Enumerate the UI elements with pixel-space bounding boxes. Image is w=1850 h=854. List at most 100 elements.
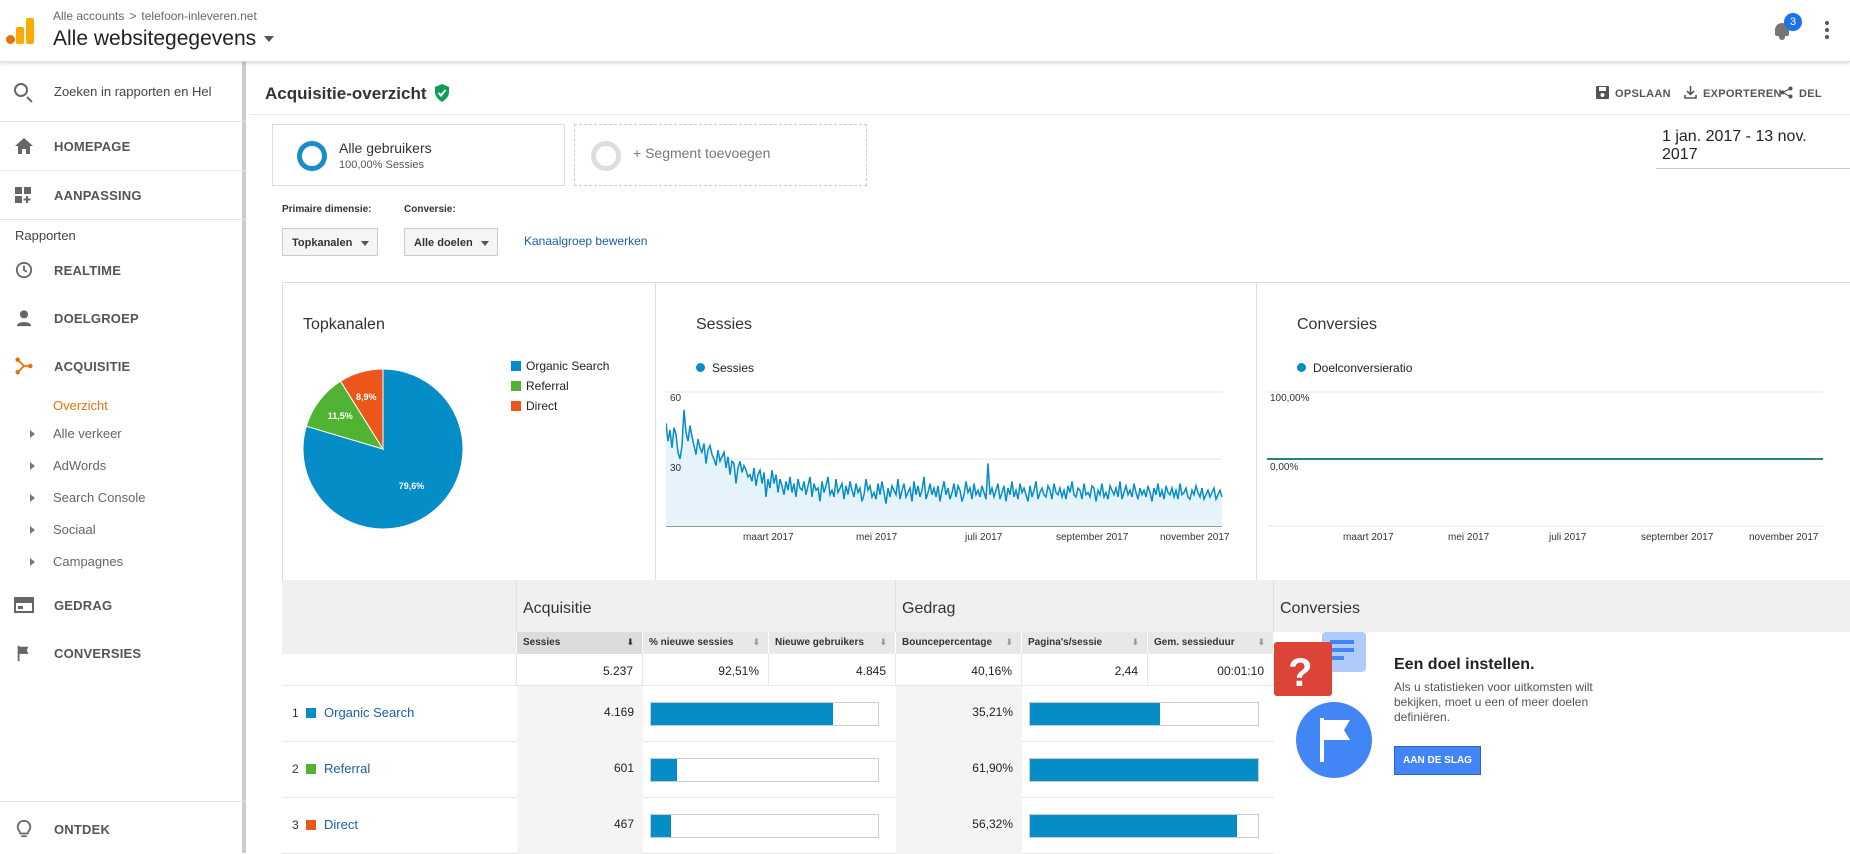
channel-color-swatch (306, 820, 316, 830)
row-index: 2 (292, 762, 299, 776)
property-selector[interactable]: Alle websitegegevens (53, 27, 275, 51)
nav-discover[interactable]: ONTDEK (0, 805, 246, 853)
nav-home-label: HOMEPAGE (54, 139, 131, 154)
channel-color-swatch (306, 708, 316, 718)
bounce-bar-fill (1030, 759, 1258, 781)
total-bounce: 40,16% (896, 654, 1022, 686)
channel-link[interactable]: Direct (324, 817, 358, 832)
get-started-button[interactable]: AAN DE SLAG (1394, 746, 1481, 775)
nav-acquisition[interactable]: ACQUISITIE (0, 342, 246, 390)
nav-audience-label: DOELGROEP (54, 311, 139, 326)
nav-acq-social[interactable]: Sociaal (53, 522, 96, 537)
search-input[interactable] (54, 80, 234, 102)
row-index: 3 (292, 818, 299, 832)
legend-goal-conversion-rate[interactable]: Doelconversieratio (1297, 361, 1412, 375)
nav-acq-campaigns[interactable]: Campagnes (53, 554, 124, 569)
col-header-blank (282, 632, 517, 654)
table-row: 3 Direct 467 56,32% (282, 798, 1274, 854)
col-header-pages-session[interactable]: Pagina's/sessie ⬇ (1022, 632, 1148, 654)
legend-organic-search[interactable]: Organic Search (511, 359, 609, 373)
home-icon (15, 138, 33, 154)
export-label: EXPORTEREN (1703, 88, 1782, 100)
nav-realtime[interactable]: REALTIME (0, 246, 246, 294)
col-bounce-label: Bouncepercentage (902, 637, 993, 648)
legend-referral[interactable]: Referral (511, 379, 569, 393)
channel-link[interactable]: Organic Search (324, 705, 415, 720)
sort-icon: ⬇ (1257, 637, 1265, 647)
new-sessions-bar (650, 814, 879, 838)
new-sessions-bar-fill (651, 815, 672, 837)
nav-acq-adwords[interactable]: AdWords (53, 458, 107, 473)
row-index: 1 (292, 706, 299, 720)
group-conversions-label: Conversies (1280, 600, 1361, 617)
bounce-bar-fill (1030, 815, 1238, 837)
nav-home[interactable]: HOMEPAGE (0, 122, 246, 170)
lightbulb-icon (16, 820, 32, 838)
row-bounce: 35,21% (972, 705, 1013, 719)
save-button[interactable]: OPSLAAN (1596, 86, 1671, 100)
breadcrumb-property[interactable]: telefoon-inleveren.net (141, 9, 257, 23)
sessions-area (666, 409, 1222, 526)
breadcrumb: Alle accounts > telefoon-inleveren.net (53, 9, 257, 23)
nav-audience[interactable]: DOELGROEP (0, 294, 246, 342)
col-header-new-sessions[interactable]: % nieuwe sessies ⬇ (643, 632, 769, 654)
segment-subtitle: 100,00% Sessies (339, 159, 424, 171)
sort-icon: ⬇ (752, 637, 760, 647)
table-corner (282, 580, 517, 632)
nav-behavior[interactable]: GEDRAG (0, 581, 246, 629)
conversions-goal-panel: Conversies ? Een doel instellen. Als u s… (1274, 580, 1850, 853)
segment-ring-icon (297, 141, 327, 171)
conversion-select[interactable]: Alle doelen (404, 228, 498, 256)
col-header-sessions[interactable]: Sessies ⬇ (517, 632, 643, 654)
add-segment-button[interactable]: + Segment toevoegen (574, 124, 867, 186)
nav-conversions-label: CONVERSIES (54, 646, 142, 661)
export-button[interactable]: EXPORTEREN (1684, 86, 1782, 100)
nav-acq-overview[interactable]: Overzicht (53, 398, 108, 413)
primary-dimension-label: Primaire dimensie: (282, 204, 372, 215)
col-header-duration[interactable]: Gem. sessieduur ⬇ (1148, 632, 1274, 654)
date-range-picker[interactable]: 1 jan. 2017 - 13 nov. 2017 (1656, 126, 1850, 169)
row-sessions: 4.169 (603, 705, 634, 719)
expand-icon (30, 462, 35, 470)
goal-description: Als u statistieken voor uitkomsten wilt … (1394, 680, 1593, 724)
row-bounce: 61,90% (972, 761, 1013, 775)
sessions-series-line[interactable] (666, 409, 1223, 504)
property-name: Alle websitegegevens (53, 27, 257, 50)
pie-data-label: 79,6% (398, 481, 425, 492)
col-header-bounce[interactable]: Bouncepercentage ⬇ (896, 632, 1022, 654)
nav-acq-all-traffic[interactable]: Alle verkeer (53, 426, 122, 441)
save-label: OPSLAAN (1615, 88, 1671, 100)
primary-dimension-value: Topkanalen (292, 237, 353, 249)
pie-slice-direct[interactable] (339, 368, 384, 451)
verified-shield-icon (435, 84, 449, 102)
nav-customization[interactable]: AANPASSING (0, 171, 246, 219)
goal-title: Een doel instellen. (1394, 656, 1535, 673)
legend-sessions[interactable]: Sessies (696, 361, 754, 375)
legend-direct[interactable]: Direct (511, 399, 557, 413)
legend-goal-conversion-label: Doelconversieratio (1313, 361, 1413, 375)
more-vert-icon[interactable] (1825, 21, 1829, 42)
conversions-chart-title: Conversies (1297, 316, 1378, 333)
breadcrumb-accounts-link[interactable]: Alle accounts (53, 9, 125, 23)
group-behavior-label: Gedrag (902, 600, 956, 617)
main-content: Acquisitie-overzicht OPSLAAN EXPORTEREN … (250, 62, 1850, 854)
analytics-logo-icon[interactable] (6, 18, 34, 44)
col-new-users-label: Nieuwe gebruikers (775, 637, 864, 648)
sort-icon: ⬇ (879, 637, 887, 647)
total-duration: 00:01:10 (1148, 654, 1274, 686)
caret-down-icon (361, 241, 369, 246)
notification-count-badge: 3 (1784, 13, 1802, 31)
sessions-x-tick: maart 2017 (743, 532, 794, 543)
sessions-x-tick: november 2017 (1160, 532, 1230, 543)
primary-dimension-select[interactable]: Topkanalen (282, 228, 378, 256)
sort-icon: ⬇ (1005, 637, 1013, 647)
edit-channel-group-link[interactable]: Kanaalgroep bewerken (524, 234, 648, 248)
col-header-new-users[interactable]: Nieuwe gebruikers ⬇ (769, 632, 896, 654)
segment-all-users[interactable]: Alle gebruikers 100,00% Sessies (272, 124, 565, 186)
total-new-users: 4.845 (769, 654, 896, 686)
share-button[interactable]: DEL (1780, 86, 1822, 100)
channel-link[interactable]: Referral (324, 761, 371, 776)
nav-conversions[interactable]: CONVERSIES (0, 629, 246, 677)
sessions-y-tick: 60 (670, 393, 682, 404)
nav-acq-search-console[interactable]: Search Console (53, 490, 146, 505)
